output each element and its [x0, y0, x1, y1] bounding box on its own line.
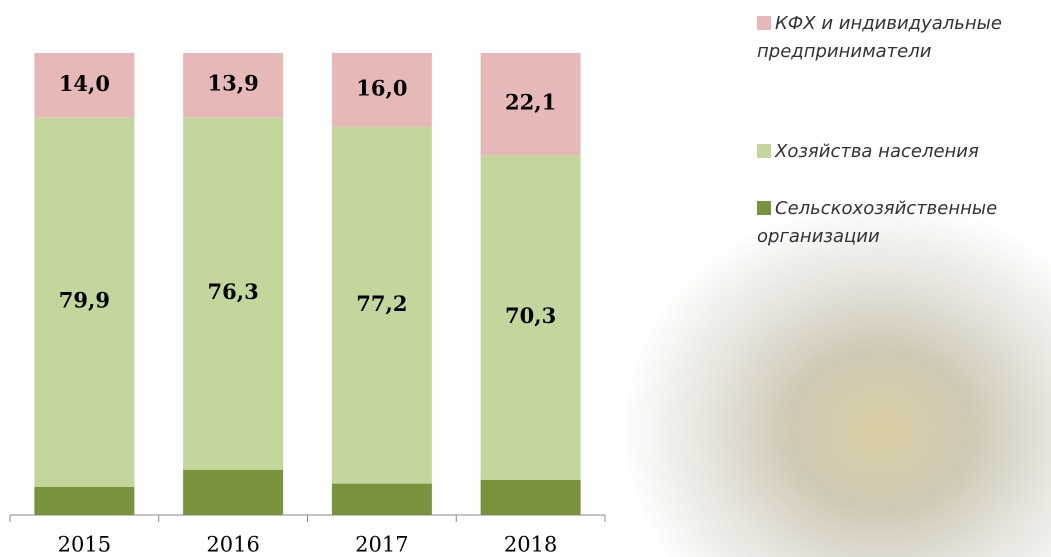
- bar-segment: [183, 117, 284, 470]
- bar-segment: [183, 53, 284, 118]
- x-tick-label: 2016: [206, 533, 259, 557]
- legend-item: Сельскохозяйственные организации: [757, 195, 1047, 251]
- legend-label: КФХ и индивидуальные предприниматели: [757, 13, 1002, 62]
- value-label: 16,0: [356, 75, 407, 100]
- value-label: 77,2: [356, 291, 407, 316]
- bar-segment: [183, 469, 284, 515]
- value-label: 70,3: [505, 303, 556, 328]
- x-tick-label: 2015: [58, 533, 111, 557]
- bar-segment: [480, 53, 581, 156]
- value-label: 79,9: [59, 288, 110, 313]
- bar-segment: [34, 53, 135, 118]
- bar-segment: [34, 117, 135, 487]
- x-tick-label: 2018: [504, 533, 557, 557]
- legend-label: Хозяйства населения: [775, 141, 979, 162]
- bar-segment: [34, 486, 135, 515]
- bar-segment: [480, 479, 581, 515]
- value-label: 76,3: [208, 279, 259, 304]
- bar-segment: [331, 483, 432, 515]
- x-tick-label: 2017: [355, 533, 408, 557]
- bar-segment: [331, 53, 432, 127]
- legend-label: Сельскохозяйственные организации: [757, 198, 998, 247]
- legend-item: КФХ и индивидуальные предприниматели: [757, 10, 1047, 66]
- legend-item: Хозяйства населения: [757, 138, 1047, 166]
- bar-segment: [331, 126, 432, 484]
- value-label: 22,1: [505, 90, 556, 115]
- value-label: 14,0: [59, 71, 110, 96]
- bar-segment: [480, 155, 581, 480]
- legend-swatch: [757, 16, 771, 30]
- legend-swatch: [757, 144, 771, 158]
- value-label: 13,9: [208, 71, 259, 96]
- legend-swatch: [757, 201, 771, 215]
